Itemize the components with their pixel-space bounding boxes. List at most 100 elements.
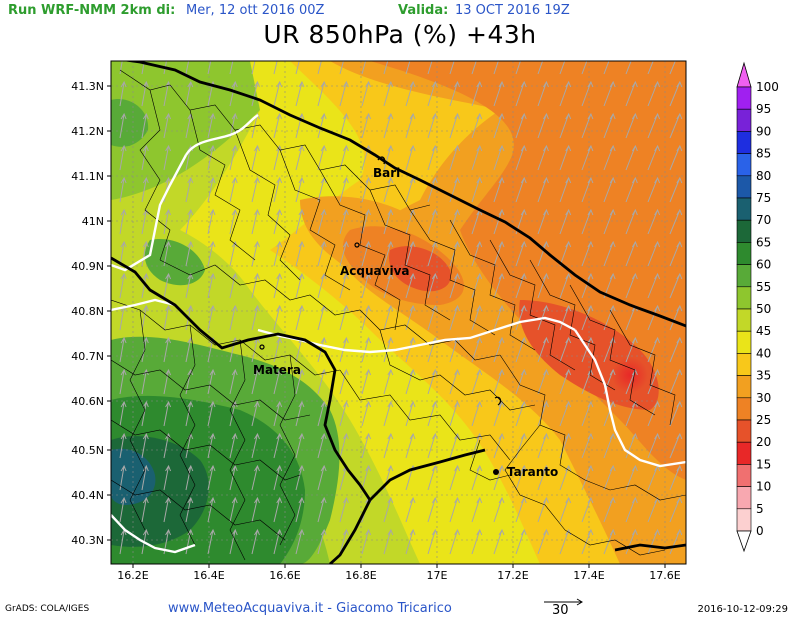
- wind-arrow: [317, 61, 322, 75]
- wind-arrow: [669, 336, 683, 363]
- wind-arrow: [317, 496, 327, 523]
- colorbar-swatch: [736, 353, 752, 376]
- wind-arrow: [141, 400, 149, 427]
- wind-arrow: [669, 496, 683, 523]
- wind-arrow: [383, 496, 394, 523]
- wind-arrow: [427, 112, 438, 139]
- wind-arrow: [163, 368, 172, 395]
- wind-arrow: [207, 304, 216, 331]
- wind-arrow: [339, 208, 349, 235]
- wind-arrow: [361, 432, 372, 459]
- wind-arrow: [163, 496, 172, 523]
- municipal-boundaries: [111, 69, 686, 561]
- x-tick-label: 16.6E: [269, 569, 300, 582]
- wind-arrow: [141, 304, 149, 331]
- wind-arrow: [295, 144, 305, 171]
- colorbar-swatch: [736, 308, 752, 332]
- colorbar-label: 55: [756, 280, 771, 294]
- wind-arrow: [515, 528, 527, 555]
- wind-arrow: [273, 208, 283, 235]
- wind-arrow: [295, 496, 305, 523]
- wind-arrow: [647, 496, 661, 523]
- website-credit[interactable]: www.MeteoAcquaviva.it - Giacomo Tricaric…: [168, 601, 452, 616]
- wind-arrow: [493, 112, 505, 139]
- wind-arrow: [273, 176, 283, 203]
- wind-arrow: [317, 272, 327, 299]
- y-axis: 41.3N 41.2N 41.1N 41N 40.9N 40.8N 40.7N …: [71, 80, 111, 547]
- wind-arrow: [273, 240, 283, 267]
- wind-arrow: [339, 528, 349, 555]
- wind-arrow: [317, 528, 327, 555]
- wind-arrow: [471, 528, 483, 555]
- wind-arrow: [647, 240, 661, 267]
- wind-arrow: [273, 112, 283, 139]
- wind-arrow: [339, 432, 349, 459]
- wind-arrow: [427, 144, 438, 171]
- wind-arrow: [383, 176, 394, 203]
- wind-arrow: [141, 80, 149, 107]
- wind-arrow: [427, 272, 438, 299]
- colorbar-label: 90: [756, 124, 771, 138]
- wind-arrow: [295, 208, 305, 235]
- wind-arrow: [119, 368, 127, 395]
- wind-arrow: [625, 144, 638, 171]
- wind-arrow: [515, 112, 527, 139]
- wind-arrow: [427, 400, 438, 427]
- wind-arrow: [515, 304, 527, 331]
- colorbar-swatch: [736, 486, 752, 510]
- wind-arrow: [537, 400, 549, 427]
- wind-arrow: [647, 368, 661, 395]
- city-label-matera: Matera: [253, 363, 301, 377]
- wind-arrow: [625, 432, 638, 459]
- wind-arrow: [581, 80, 594, 107]
- wind-arrow: [141, 464, 149, 491]
- wind-arrow: [317, 144, 327, 171]
- wind-arrow: [405, 61, 411, 75]
- wind-arrow: [141, 432, 149, 459]
- wind-arrow: [207, 208, 216, 235]
- region-boundaries: [111, 61, 686, 564]
- colorbar-swatch: [736, 108, 752, 132]
- wind-arrow: [427, 80, 438, 107]
- wind-arrow: [163, 272, 172, 299]
- wind-arrow: [361, 336, 372, 363]
- x-tick-label: 17E: [427, 569, 448, 582]
- wind-arrow: [515, 80, 527, 107]
- x-axis: 16.2E 16.4E 16.6E 16.8E 17E 17.2E 17.4E …: [117, 564, 681, 582]
- wind-arrow: [339, 304, 349, 331]
- wind-arrow: [207, 368, 216, 395]
- wind-arrow: [163, 432, 172, 459]
- wind-arrow: [361, 208, 372, 235]
- wind-arrow: [207, 272, 216, 299]
- wind-arrow: [669, 432, 683, 459]
- colorbar-label: 85: [756, 147, 771, 161]
- colorbar-label: 25: [756, 413, 771, 427]
- colorbar-swatch: [736, 441, 752, 465]
- wind-arrow: [603, 112, 616, 139]
- wind-arrow: [119, 144, 127, 171]
- wind-arrow: [141, 272, 149, 299]
- wind-arrow: [471, 61, 477, 75]
- wind-arrow: [449, 528, 461, 555]
- wind-arrow: [383, 528, 394, 555]
- wind-arrow: [163, 112, 172, 139]
- y-tick-label: 40.6N: [71, 395, 104, 408]
- wind-arrow: [603, 208, 616, 235]
- wind-arrow: [229, 176, 238, 203]
- wind-arrow: [405, 432, 416, 459]
- wind-arrow: [405, 400, 416, 427]
- wind-arrow: [625, 112, 638, 139]
- wind-arrow: [251, 80, 260, 107]
- wind-arrow: [471, 368, 483, 395]
- wind-arrow: [515, 144, 527, 171]
- wind-arrow: [493, 144, 505, 171]
- wind-arrow: [471, 464, 483, 491]
- wind-arrow: [383, 304, 394, 331]
- wind-arrow: [119, 61, 123, 75]
- wind-arrow: [537, 176, 549, 203]
- wind-arrow: [493, 336, 505, 363]
- wind-arrow: [295, 304, 305, 331]
- wind-arrow: [251, 240, 260, 267]
- wind-arrow: [185, 240, 194, 267]
- wind-arrow: [251, 528, 260, 555]
